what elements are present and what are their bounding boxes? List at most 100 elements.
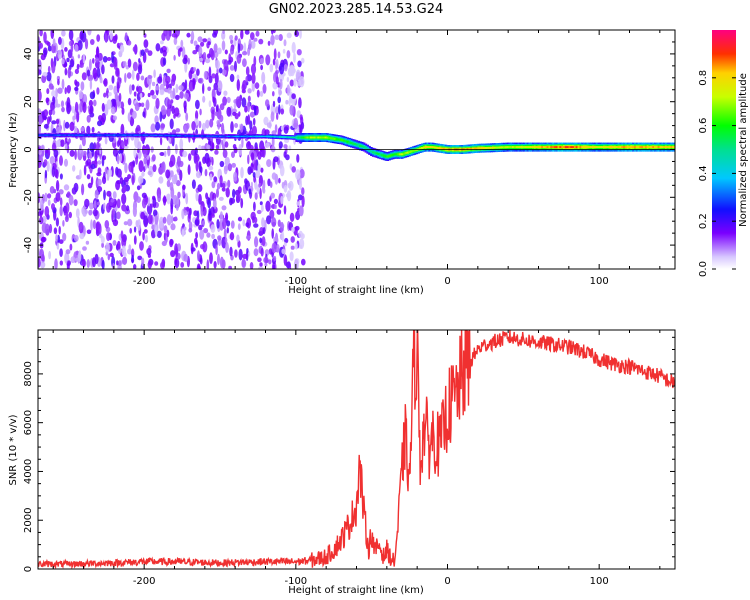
noise-cell [216,67,219,75]
noise-cell [289,79,294,87]
ridge-cell [235,135,238,137]
noise-cell [278,141,283,149]
colorbar-gradient [712,30,736,269]
ridge-cell [442,147,446,150]
noise-cell [96,67,101,78]
noise-cell [39,261,46,269]
ridge-cell [530,146,533,149]
ridge-cell [519,146,522,149]
noise-cell [49,156,56,165]
ridge-cell [482,147,486,150]
ridge-cell [180,135,184,137]
noise-cell [198,46,203,57]
ridge-cell [304,136,308,139]
noise-cell [86,174,91,180]
noise-cell [116,154,120,165]
noise-cell [242,253,248,259]
noise-cell [132,202,137,211]
noise-cell [147,260,152,269]
noise-cell [175,83,179,94]
ridge-cell [84,134,87,136]
noise-cell [48,250,51,260]
noise-cell [249,262,254,269]
noise-cell [66,85,72,92]
ridge-cell [552,146,555,149]
noise-cell [79,232,85,240]
colorbar-tick-label: 0.2 [698,213,709,229]
noise-cell [190,149,196,156]
noise-cell [209,252,213,265]
ridge-cell [42,134,46,136]
noise-cell [182,150,188,158]
ridge-cell [226,135,229,137]
noise-cell [202,95,206,103]
ridge-cell [306,136,309,139]
noise-cell [286,50,291,59]
noise-cell [219,160,225,168]
noise-cell [61,30,66,37]
ridge-cell [521,146,524,149]
noise-cell [230,220,235,229]
noise-cell [210,49,215,61]
ridge-cell [229,135,233,137]
ridge-cell [49,134,53,136]
noise-cell [223,90,228,96]
ridge-cell [44,134,47,136]
ridge-cell [606,146,610,149]
noise-cell [217,253,220,266]
noise-cell [273,156,279,163]
ridge-cell [379,153,382,156]
noise-cell [165,169,171,179]
noise-cell [83,165,87,176]
noise-cell [231,151,235,158]
ridge-cell [377,153,380,155]
noise-cell [138,58,141,63]
noise-cell [238,248,243,261]
noise-cell [216,219,220,229]
noise-cell [47,199,51,206]
ridge-cell [219,135,222,137]
ridge-cell [66,134,69,136]
noise-cell [198,120,202,129]
noise-cell [55,103,61,108]
ridge-cell [268,136,271,137]
noise-cell [186,32,191,38]
ridge-cell [310,136,313,139]
ridge-cell [155,134,158,136]
noise-cell [43,31,47,43]
noise-cell [275,76,279,85]
noise-cell [108,84,114,91]
ridge-cell [189,135,193,137]
noise-cell [257,163,261,173]
ridge-cell [613,146,617,149]
noise-cell [74,125,78,135]
noise-cell [64,143,68,151]
noise-cell [262,227,266,235]
ridge-cell [402,152,406,155]
noise-cell [116,260,119,266]
noise-cell [215,144,220,150]
noise-cell [85,160,89,167]
noise-cell [270,34,275,46]
noise-cell [245,235,251,240]
ridge-cell [126,134,129,136]
noise-cell [40,54,46,61]
ridge-cell [528,146,531,149]
noise-cell [223,228,227,240]
ridge-cell [433,146,437,149]
noise-cell [101,112,106,123]
noise-cell [207,197,212,209]
ridge-cell [67,134,71,136]
ridge-cell [128,134,131,136]
noise-cell [47,193,52,199]
ridge-cell [397,153,400,156]
ridge-cell [191,135,195,137]
noise-cell [55,234,58,242]
noise-cell [282,48,286,54]
noise-cell [218,67,223,74]
ridge-cell [564,146,568,149]
noise-cell [116,198,121,209]
noise-cell [296,154,300,163]
noise-cell [299,178,302,191]
noise-cell [91,126,95,133]
